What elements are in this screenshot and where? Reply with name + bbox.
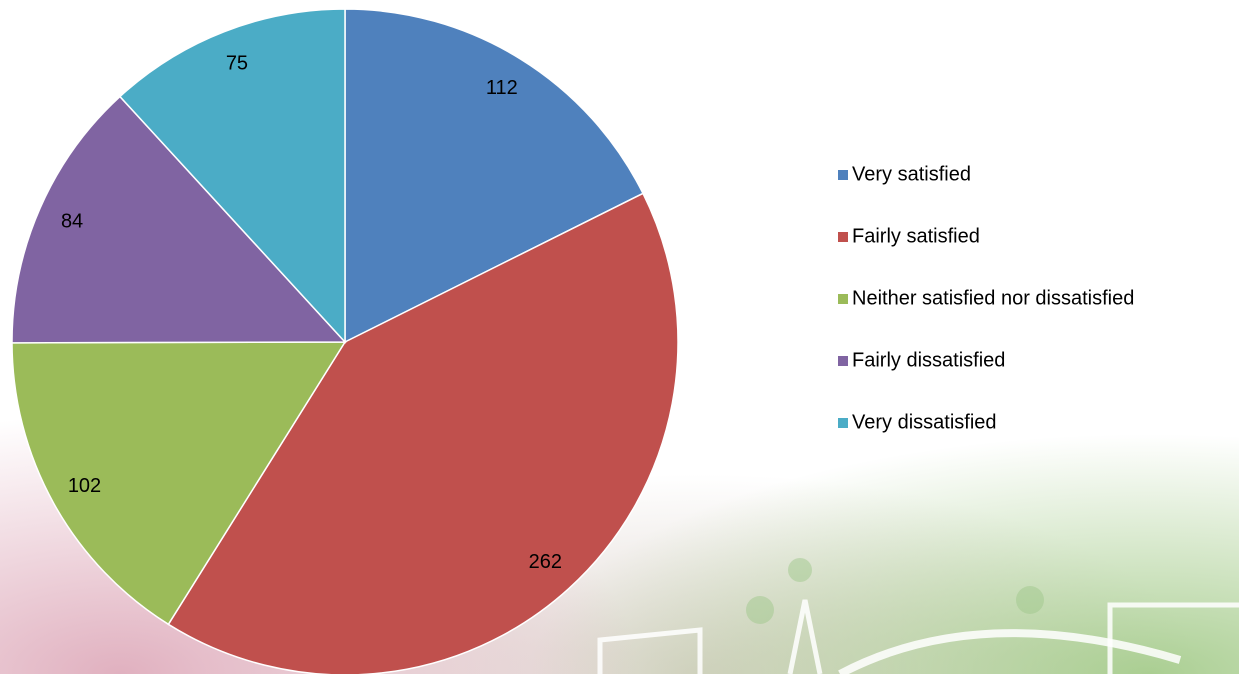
legend-label: Fairly satisfied (852, 225, 980, 247)
legend-label: Very dissatisfied (852, 411, 997, 433)
legend-label: Fairly dissatisfied (852, 349, 1005, 371)
pie (11, 8, 679, 674)
legend-swatch (838, 232, 848, 242)
legend: Very satisfied Fairly satisfied Neither sa… (838, 163, 1134, 433)
data-label: 102 (68, 475, 101, 497)
legend-swatch (838, 170, 848, 180)
data-label: 112 (486, 77, 518, 99)
pie-slice (11, 341, 347, 626)
pie-slice (118, 8, 346, 344)
data-labels: 112 262 102 84 75 (61, 53, 562, 573)
legend-swatch (838, 356, 848, 366)
legend-label: Very satisfied (852, 163, 971, 185)
data-label: 262 (529, 551, 562, 573)
legend-swatch (838, 418, 848, 428)
legend-label: Neither satisfied nor dissatisfied (852, 287, 1134, 309)
pie-slice (344, 8, 645, 344)
background-decoration (597, 558, 1239, 674)
pie-slice (11, 95, 347, 344)
legend-swatch (838, 294, 848, 304)
data-label: 84 (61, 211, 83, 233)
pie-slice (167, 192, 679, 674)
data-label: 75 (226, 53, 248, 75)
